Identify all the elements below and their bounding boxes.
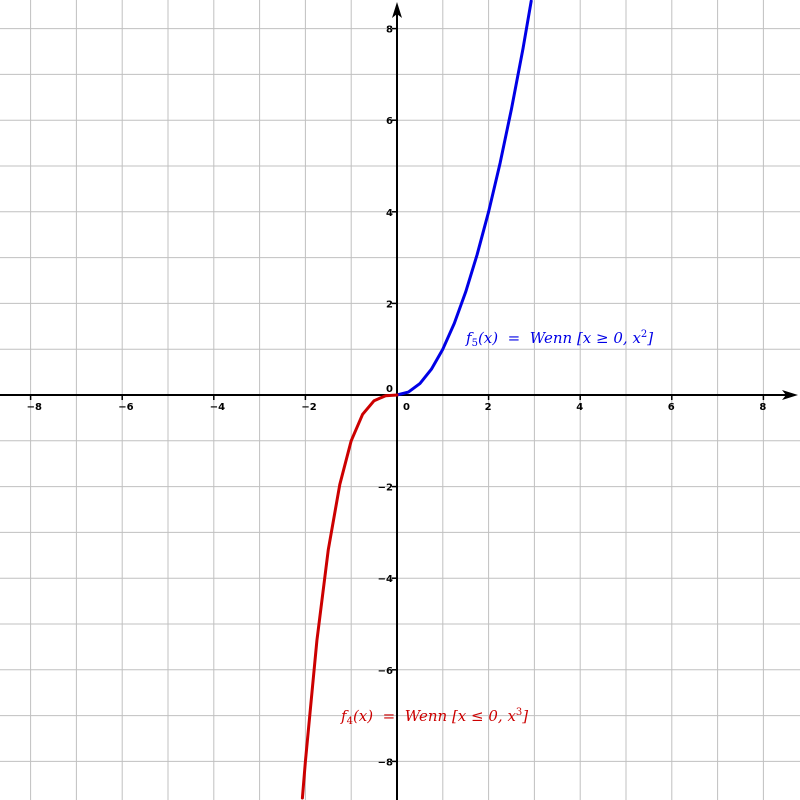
f5-name: f [466, 329, 472, 347]
curves [300, 0, 533, 800]
x-tick-label: 2 [485, 402, 492, 413]
x-tick-label: 4 [576, 402, 583, 413]
f5-power: 2 [640, 329, 648, 340]
tick-labels: −8 −6 −4 −2 0 2 4 6 8 2 4 6 8 −2 −4 −6 −8 0 [27, 25, 767, 769]
x-tick-label: 8 [759, 402, 766, 413]
f5-close: ] [647, 329, 654, 347]
y-tick-label: 2 [386, 299, 393, 310]
origin-label: 0 [386, 384, 393, 395]
f4-formula-label: f4(x) = Wenn [x ≤ 0, x3] [341, 707, 528, 727]
f4-close: ] [522, 707, 529, 725]
f5-equals: = [507, 329, 521, 347]
f4-power: 3 [515, 707, 523, 718]
f4-body: Wenn [x ≤ 0, x [404, 707, 516, 725]
y-tick-label: −6 [378, 666, 393, 677]
y-tick-label: −4 [378, 574, 393, 585]
x-axis-arrow [782, 390, 798, 400]
x-tick-label: 6 [668, 402, 675, 413]
y-tick-label: 6 [386, 116, 393, 127]
f5-body: Wenn [x ≥ 0, x [529, 329, 641, 347]
y-tick-label: 4 [386, 208, 393, 219]
y-tick-label: −2 [378, 483, 393, 494]
x-tick-label: −2 [301, 402, 316, 413]
x-tick-label: −4 [210, 402, 225, 413]
x-tick-label: 0 [403, 402, 410, 413]
f5-formula-label: f5(x) = Wenn [x ≥ 0, x2] [466, 329, 653, 349]
f4-name: f [341, 707, 347, 725]
y-tick-label: 8 [386, 25, 393, 36]
f4-equals: = [382, 707, 396, 725]
y-axis-arrow [392, 2, 402, 18]
f4-index: 4 [346, 716, 353, 727]
f5-index: 5 [471, 338, 478, 349]
x-tick-label: −6 [118, 402, 133, 413]
y-tick-label: −8 [378, 757, 393, 768]
f4-arg: (x) [352, 707, 374, 725]
f4-curve [300, 393, 399, 800]
x-tick-label: −8 [27, 402, 42, 413]
f5-arg: (x) [477, 329, 499, 347]
f5-curve [395, 0, 533, 397]
